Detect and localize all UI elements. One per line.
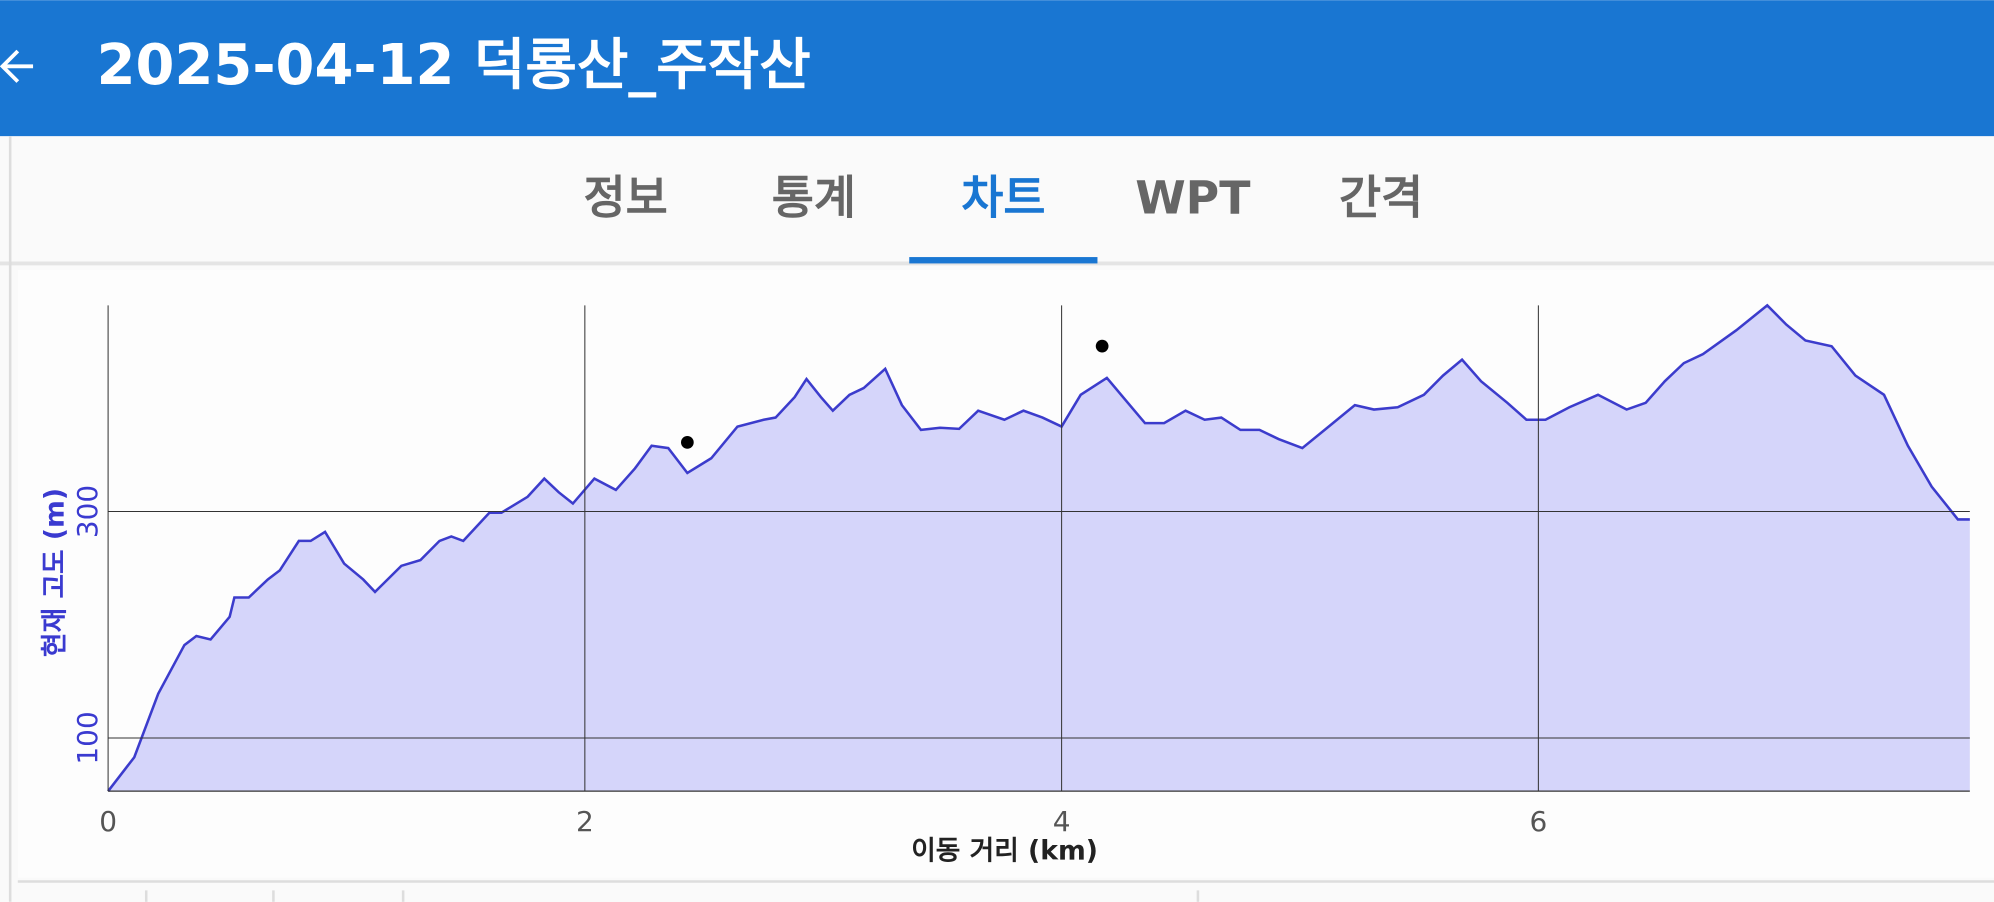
tab[interactable]: 통계 xyxy=(772,172,856,225)
tab-indicator xyxy=(909,257,1098,264)
app-bar xyxy=(0,0,1994,137)
tab[interactable]: 간격 xyxy=(1339,172,1423,225)
line xyxy=(107,303,1970,792)
y-tick-label: 100 xyxy=(71,711,104,764)
title: 2025-04-12 덕룡산_주작산 xyxy=(97,33,811,98)
y-axis-label: 현재 고도 (m) xyxy=(39,488,70,657)
tab[interactable]: 차트 xyxy=(961,172,1045,225)
tab[interactable]: WPT xyxy=(1135,172,1250,225)
marker xyxy=(1095,339,1109,353)
marker xyxy=(680,436,694,449)
table-dividers xyxy=(144,890,1200,902)
tab-bar xyxy=(0,136,1994,264)
back-button[interactable] xyxy=(0,49,34,83)
x-tick-label: 6 xyxy=(1529,805,1547,838)
x-axis-label: 이동 거리 (km) xyxy=(911,836,1098,867)
plot xyxy=(107,303,1970,792)
area xyxy=(108,305,1970,792)
tab[interactable]: 정보 xyxy=(584,172,668,225)
x-tick-label: 2 xyxy=(576,805,594,838)
y-tick-label: 300 xyxy=(71,485,104,538)
x-tick-label: 4 xyxy=(1053,805,1071,838)
x-tick-label: 0 xyxy=(99,805,117,838)
